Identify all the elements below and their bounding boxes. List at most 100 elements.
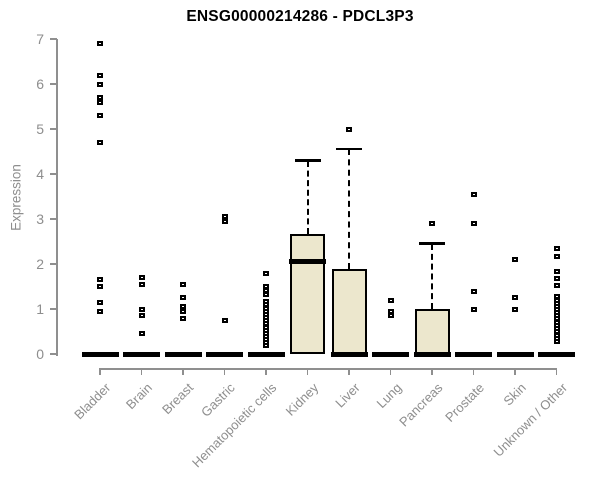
x-axis-tick bbox=[306, 368, 309, 375]
outlier-point bbox=[97, 95, 103, 100]
outlier-point bbox=[553, 253, 560, 259]
median-line bbox=[413, 351, 451, 357]
outlier-point bbox=[553, 269, 560, 275]
x-axis-tick bbox=[99, 368, 101, 375]
median-line bbox=[330, 351, 368, 357]
outlier-point bbox=[553, 245, 560, 251]
x-axis-tick bbox=[514, 368, 516, 375]
outlier-point bbox=[263, 287, 269, 293]
outlier-point bbox=[470, 191, 477, 197]
outlier-point bbox=[221, 317, 228, 323]
x-axis-tick bbox=[348, 368, 350, 375]
outlier-point bbox=[97, 284, 103, 289]
y-axis-tick bbox=[50, 83, 57, 85]
outlier-point bbox=[97, 299, 103, 305]
median-line bbox=[247, 351, 285, 357]
y-axis-tick bbox=[50, 173, 57, 175]
box bbox=[331, 268, 367, 354]
y-tick-label: 2 bbox=[36, 256, 44, 272]
outlier-point bbox=[263, 291, 269, 297]
outlier-point bbox=[512, 257, 518, 262]
outlier-point bbox=[97, 140, 103, 145]
y-tick-label: 7 bbox=[36, 31, 44, 47]
outlier-point bbox=[180, 295, 186, 301]
outlier-point bbox=[429, 221, 435, 226]
outlier-point bbox=[180, 304, 186, 310]
outlier-point bbox=[387, 308, 394, 314]
outlier-point bbox=[221, 214, 228, 220]
median-line bbox=[372, 351, 409, 357]
outlier-point bbox=[512, 306, 518, 312]
outlier-point bbox=[553, 338, 560, 344]
y-axis-tick bbox=[50, 308, 57, 310]
median-line bbox=[455, 351, 492, 357]
median-line bbox=[496, 351, 534, 357]
box bbox=[290, 233, 325, 354]
whisker-line bbox=[431, 243, 433, 309]
outlier-point bbox=[180, 281, 186, 287]
whisker-cap bbox=[419, 242, 445, 245]
box bbox=[414, 309, 450, 354]
x-axis-tick bbox=[472, 368, 475, 375]
y-axis-tick bbox=[50, 38, 57, 40]
y-tick-label: 4 bbox=[36, 166, 44, 182]
x-tick-label: Bladder bbox=[71, 380, 114, 423]
x-axis-tick bbox=[140, 368, 143, 375]
x-tick-label: Unknown / Other bbox=[490, 380, 571, 460]
y-tick-label: 3 bbox=[36, 211, 44, 227]
outlier-point bbox=[470, 221, 477, 226]
outlier-point bbox=[180, 308, 186, 314]
chart-title: ENSG00000214286 - PDCL3P3 bbox=[186, 8, 414, 25]
outlier-point bbox=[138, 313, 145, 319]
whisker-cap bbox=[294, 159, 321, 162]
x-axis-tick bbox=[182, 368, 184, 375]
outlier-point bbox=[97, 81, 103, 87]
y-axis-tick bbox=[50, 263, 57, 265]
x-tick-label: Lung bbox=[373, 380, 405, 412]
outlier-point bbox=[221, 218, 228, 224]
median-line bbox=[206, 351, 243, 357]
x-axis-tick bbox=[555, 368, 558, 375]
outlier-point bbox=[97, 308, 103, 314]
outlier-point bbox=[97, 113, 103, 118]
x-axis-tick bbox=[223, 368, 226, 375]
y-tick-label: 6 bbox=[36, 76, 44, 92]
outlier-point bbox=[512, 295, 518, 301]
outlier-point bbox=[470, 306, 477, 312]
outlier-point bbox=[553, 282, 560, 288]
outlier-point bbox=[97, 72, 103, 78]
x-tick-label: Prostate bbox=[442, 380, 488, 425]
median-line bbox=[123, 351, 160, 357]
y-axis-line bbox=[56, 39, 58, 356]
median-line bbox=[538, 351, 575, 357]
y-tick-label: 0 bbox=[36, 346, 44, 362]
median-line bbox=[81, 351, 119, 357]
outlier-point bbox=[138, 306, 145, 312]
median-line bbox=[289, 259, 326, 265]
whisker-line bbox=[348, 149, 350, 269]
whisker-cap bbox=[336, 147, 362, 151]
outlier-point bbox=[138, 331, 145, 337]
outlier-point bbox=[97, 41, 103, 46]
outlier-point bbox=[387, 297, 394, 303]
x-axis-tick bbox=[265, 368, 267, 375]
y-tick-label: 1 bbox=[36, 301, 44, 317]
x-tick-label: Gastric bbox=[198, 380, 239, 420]
outlier-point bbox=[553, 275, 560, 281]
outlier-point bbox=[470, 288, 477, 294]
outlier-point bbox=[387, 313, 394, 319]
y-axis-tick bbox=[50, 128, 57, 130]
y-axis-tick bbox=[50, 218, 57, 220]
outlier-point bbox=[97, 277, 103, 283]
median-line bbox=[164, 351, 202, 357]
outlier-point bbox=[346, 126, 352, 132]
whisker-line bbox=[306, 160, 309, 234]
x-axis-tick bbox=[431, 368, 433, 375]
x-tick-label: Liver bbox=[332, 380, 363, 411]
x-tick-label: Skin bbox=[500, 380, 529, 409]
x-axis-line bbox=[99, 368, 558, 370]
x-tick-label: Breast bbox=[159, 380, 197, 418]
x-tick-label: Kidney bbox=[282, 380, 322, 419]
